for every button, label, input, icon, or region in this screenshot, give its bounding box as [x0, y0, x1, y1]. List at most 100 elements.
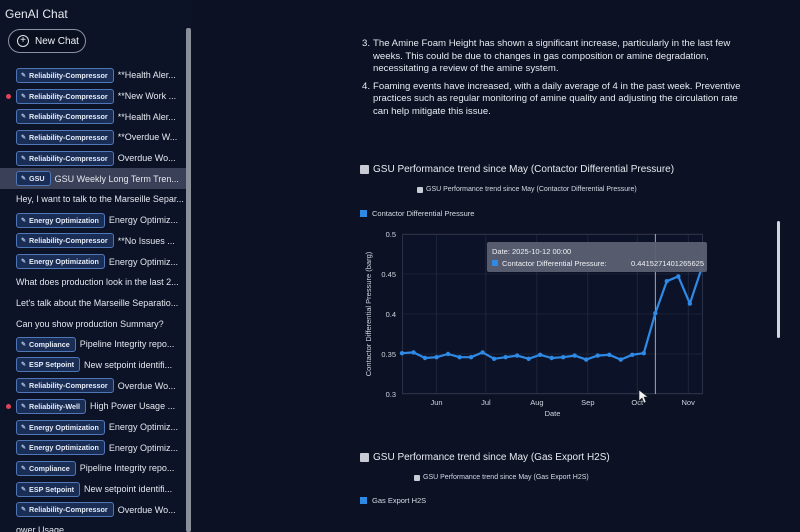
tag-label: Reliability-Compressor — [29, 70, 108, 80]
y-tick-label: 0.45 — [381, 270, 396, 279]
legend-swatch — [360, 210, 367, 217]
tag-icon: ✎ — [21, 114, 27, 121]
y-tick-label: 0.4 — [386, 310, 396, 319]
tag-label: Reliability-Compressor — [29, 112, 108, 122]
category-tag: ✎ Compliance — [16, 460, 76, 476]
chat-history-item[interactable]: ✎ Reliability-Compressor **Health Aler... — [0, 106, 186, 127]
category-tag: ✎ Reliability-Well — [16, 398, 87, 414]
chat-history-item[interactable]: ✎ Reliability-Well High Power Usage ... — [0, 396, 186, 417]
tag-icon: ✎ — [21, 72, 27, 79]
tag-icon: ✎ — [21, 155, 27, 162]
tag-icon: ✎ — [21, 403, 27, 410]
chat-history-item[interactable]: ✎ Reliability-Compressor **Overdue W... — [0, 127, 186, 148]
category-tag: ✎ GSU — [16, 171, 51, 187]
chat-title: **Health Aler... — [117, 70, 176, 81]
chat-title: Overdue Wo... — [117, 504, 176, 515]
chart-caption: GSU Performance trend since May (Gas Exp… — [414, 474, 589, 481]
chat-history-item[interactable]: ✎ ESP Setpoint New setpoint identifi... — [0, 355, 186, 376]
chat-history-item[interactable]: ✎ ESP Setpoint New setpoint identifi... — [0, 479, 186, 500]
chart-legend[interactable]: Contactor Differential Pressure — [360, 209, 474, 218]
chat-main-panel: 3. The Amine Foam Height has shown a sig… — [191, 0, 800, 532]
tag-icon: ✎ — [21, 259, 27, 266]
chat-history-item[interactable]: ✎ Reliability-Compressor **No Issues ... — [0, 231, 186, 252]
tag-label: ESP Setpoint — [29, 484, 75, 494]
chat-history-item[interactable]: ✎ Energy Optimization Energy Optimiz... — [0, 417, 186, 438]
category-tag: ✎ Reliability-Compressor — [16, 150, 114, 166]
broken-image-icon — [414, 474, 420, 481]
chat-title: Energy Optimiz... — [108, 422, 178, 433]
chat-history-item[interactable]: ✎ GSU GSU Weekly Long Term Tren... — [0, 168, 186, 190]
broken-image-icon — [417, 186, 423, 193]
chat-history-item[interactable]: ✎ Reliability-Compressor **New Work ... — [0, 86, 186, 107]
chat-history-item[interactable]: Hey, I want to talk to the Marseille Sep… — [0, 189, 186, 210]
chat-history-item[interactable]: Can you show production Summary? — [0, 313, 186, 334]
list-number: 3. — [362, 38, 371, 49]
list-item: 4. Foaming events have increased, with a… — [362, 81, 752, 119]
tag-icon: ✎ — [21, 134, 27, 141]
new-chat-label: New Chat — [35, 35, 79, 47]
chart-section-title: GSU Performance trend since May (Contact… — [360, 164, 674, 175]
chat-title: GSU Weekly Long Term Tren... — [54, 173, 179, 184]
y-axis-label: Contactor Differential Pressure (barg) — [364, 251, 373, 376]
category-tag: ✎ Reliability-Compressor — [16, 67, 114, 83]
list-text: The Amine Foam Height has shown a signif… — [373, 38, 731, 74]
x-axis-label: Date — [545, 409, 561, 418]
chat-title: ower Usage — [16, 525, 65, 532]
tag-label: Reliability-Compressor — [29, 236, 108, 246]
chart-legend[interactable]: Gas Export H2S — [360, 496, 426, 505]
category-tag: ✎ Reliability-Compressor — [16, 378, 114, 394]
chart-section-title: GSU Performance trend since May (Gas Exp… — [360, 452, 610, 463]
category-tag: ✎ ESP Setpoint — [16, 357, 81, 373]
chat-history-item[interactable]: ✎ Reliability-Compressor **Health Aler... — [0, 65, 186, 86]
category-tag: ✎ Reliability-Compressor — [16, 88, 114, 104]
chat-title: High Power Usage ... — [90, 401, 176, 412]
tag-label: Energy Optimization — [29, 215, 99, 225]
chat-title: New setpoint identifi... — [84, 359, 173, 370]
tag-icon: ✎ — [21, 486, 27, 493]
chat-history-item[interactable]: ✎ Compliance Pipeline Integrity repo... — [0, 334, 186, 355]
chat-history-item[interactable]: ✎ Energy Optimization Energy Optimiz... — [0, 437, 186, 458]
category-tag: ✎ Compliance — [16, 336, 76, 352]
chat-history-item[interactable]: ✎ Reliability-Compressor Overdue Wo... — [0, 375, 186, 396]
image-icon — [360, 453, 369, 462]
chat-history-item[interactable]: ower Usage — [0, 520, 186, 532]
chat-title: Hey, I want to talk to the Marseille Sep… — [16, 194, 184, 205]
tag-label: Energy Optimization — [29, 257, 99, 267]
tag-label: GSU — [29, 174, 45, 184]
chat-history-item[interactable]: ✎ Energy Optimization Energy Optimiz... — [0, 210, 186, 231]
chat-history-item[interactable]: ✎ Energy Optimization Energy Optimiz... — [0, 251, 186, 272]
assistant-message: 3. The Amine Foam Height has shown a sig… — [362, 38, 752, 123]
chat-title: **No Issues ... — [117, 235, 175, 246]
chat-title: Can you show production Summary? — [16, 318, 164, 329]
chat-title: **New Work ... — [117, 91, 177, 102]
tag-icon: ✎ — [21, 341, 27, 348]
chat-history-item[interactable]: ✎ Compliance Pipeline Integrity repo... — [0, 458, 186, 479]
category-tag: ✎ Reliability-Compressor — [16, 129, 114, 145]
category-tag: ✎ Reliability-Compressor — [16, 109, 114, 125]
main-scrollbar[interactable] — [777, 221, 780, 338]
x-tick-label: Jul — [481, 398, 491, 407]
chat-history-item[interactable]: ✎ Reliability-Compressor Overdue Wo... — [0, 148, 186, 169]
plot-area[interactable] — [402, 234, 703, 394]
tag-icon: ✎ — [21, 217, 27, 224]
chat-title: Overdue Wo... — [117, 153, 176, 164]
tag-label: Compliance — [29, 463, 70, 473]
tag-icon: ✎ — [21, 424, 27, 431]
category-tag: ✎ Energy Optimization — [16, 254, 105, 270]
chat-title: Pipeline Integrity repo... — [79, 339, 175, 350]
category-tag: ✎ Energy Optimization — [16, 440, 105, 456]
tag-icon: ✎ — [21, 176, 27, 183]
new-chat-button[interactable]: + New Chat — [8, 29, 86, 53]
chat-history-item[interactable]: Let's talk about the Marseille Separatio… — [0, 293, 186, 314]
chat-title: New setpoint identifi... — [84, 484, 173, 495]
x-tick-label: Sep — [581, 398, 594, 407]
tag-icon: ✎ — [21, 383, 27, 390]
tag-icon: ✎ — [21, 238, 27, 245]
chat-history-item[interactable]: ✎ Reliability-Compressor Overdue Wo... — [0, 499, 186, 520]
tag-icon: ✎ — [21, 445, 27, 452]
chat-title: Energy Optimiz... — [108, 215, 178, 226]
sidebar-scrollbar[interactable] — [186, 28, 191, 532]
chat-history-item[interactable]: What does production look in the last 2.… — [0, 272, 186, 293]
chart-caption: GSU Performance trend since May (Contact… — [417, 186, 637, 193]
tag-label: Reliability-Compressor — [29, 132, 108, 142]
